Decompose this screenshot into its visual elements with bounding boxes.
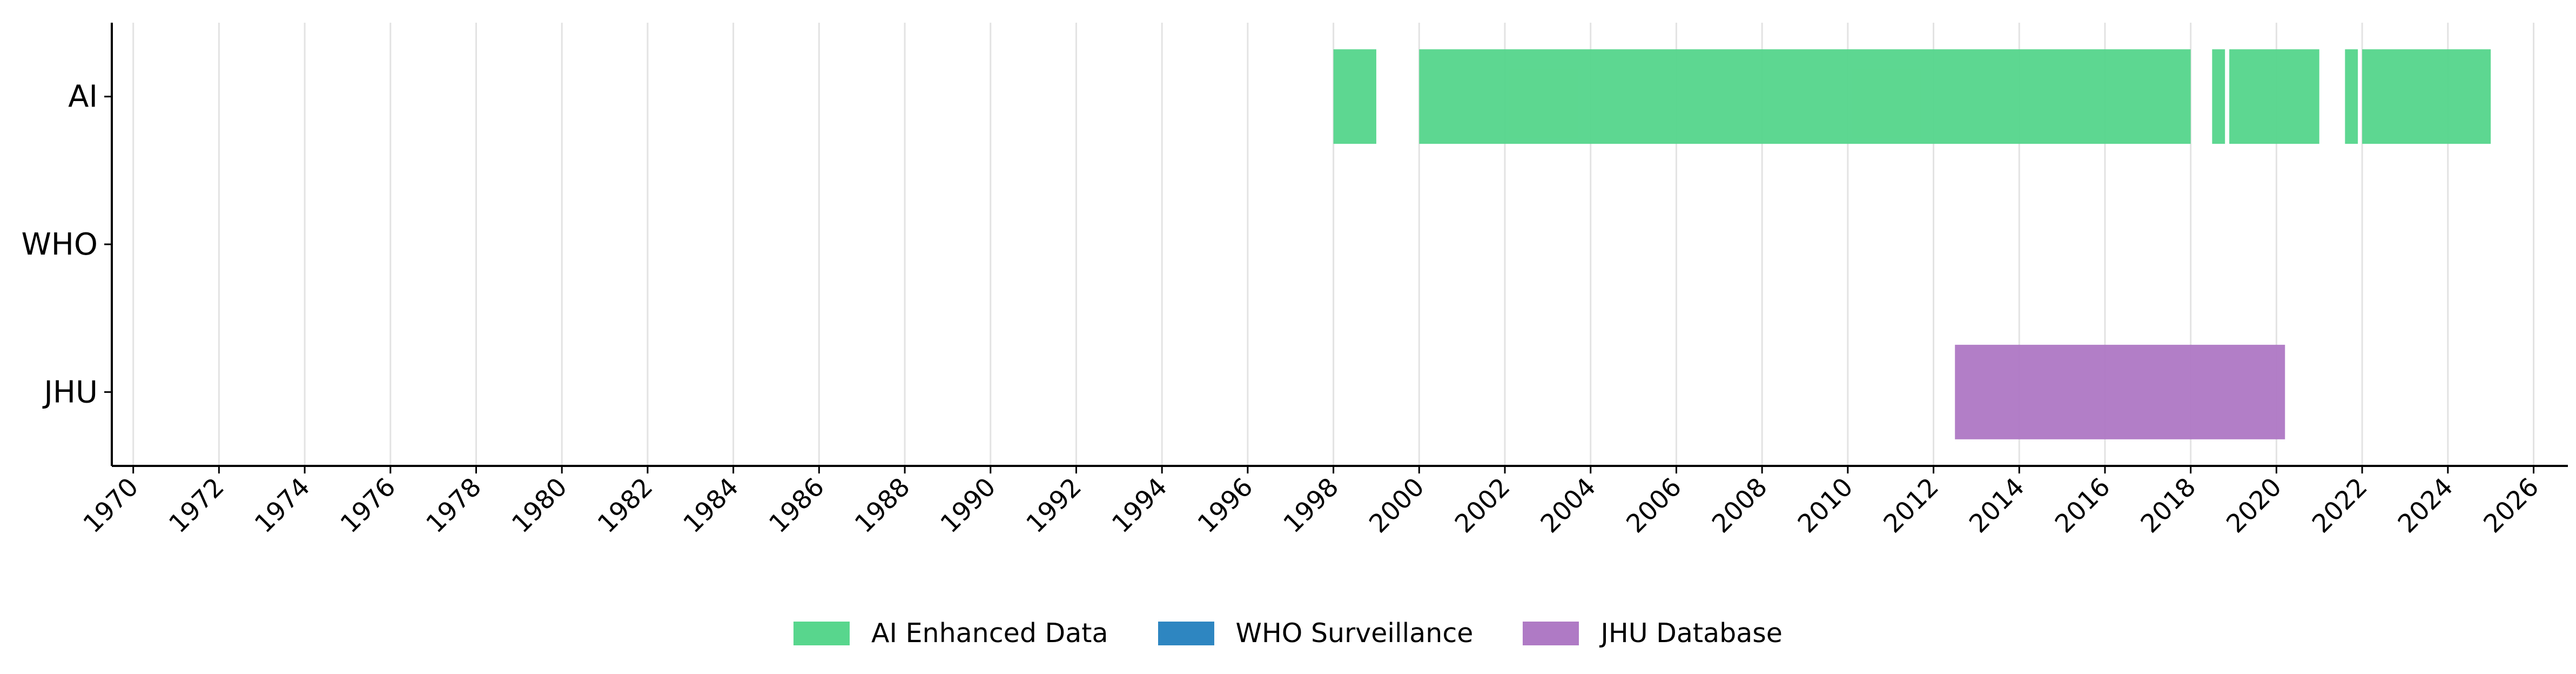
x-tick-label: 2022 [2306, 472, 2373, 539]
legend-swatch [793, 621, 850, 645]
legend-label: WHO Surveillance [1235, 618, 1474, 649]
timeline-bar-ai [2345, 49, 2358, 144]
x-tick-label: 2002 [1449, 472, 1516, 539]
x-tick-label: 2008 [1706, 472, 1773, 539]
x-tick-label: 1996 [1192, 472, 1259, 539]
x-tick-label: 1980 [506, 472, 573, 539]
legend-swatch [1158, 621, 1214, 645]
x-tick-label: 2006 [1620, 472, 1687, 539]
x-tick-label: 2020 [2221, 472, 2287, 539]
y-tick-label: JHU [42, 375, 98, 410]
x-tick-label: 1982 [592, 472, 658, 539]
timeline-bar-ai [2362, 49, 2491, 144]
tick-layer: 1970 1972 1974 1976 1978 1980 1982 1984 1986 1988… [21, 79, 2545, 539]
x-tick-label: 2012 [1878, 472, 1945, 539]
x-tick-label: 2026 [2478, 472, 2545, 539]
timeline-bar-ai [1333, 49, 1376, 144]
legend-label: AI Enhanced Data [871, 618, 1108, 649]
x-tick-label: 2014 [1963, 472, 2030, 539]
timeline-bar-ai [2229, 49, 2319, 144]
x-tick-label: 1986 [763, 472, 830, 539]
x-tick-label: 2018 [2135, 472, 2202, 539]
x-tick-label: 2000 [1363, 472, 1430, 539]
timeline-bar-jhu [1955, 344, 2285, 439]
y-tick-label: AI [68, 79, 98, 115]
x-tick-label: 2004 [1535, 472, 1602, 539]
x-tick-label: 1988 [849, 472, 916, 539]
legend-label: JHU Database [1600, 618, 1783, 649]
x-tick-label: 2024 [2392, 472, 2459, 539]
x-tick-label: 1992 [1020, 472, 1087, 539]
x-tick-label: 1974 [249, 472, 315, 539]
x-tick-label: 1994 [1106, 472, 1173, 539]
x-tick-label: 1970 [78, 472, 144, 539]
x-tick-label: 2010 [1792, 472, 1859, 539]
legend-item: JHU Database [1523, 618, 1783, 649]
x-tick-label: 1978 [421, 472, 487, 539]
x-tick-label: 2016 [2049, 472, 2116, 539]
x-tick-label: 1984 [678, 472, 744, 539]
axis-layer [104, 23, 2568, 473]
timeline-bar-ai [2212, 49, 2225, 144]
y-tick-label: WHO [21, 227, 98, 262]
legend-item: AI Enhanced Data [793, 618, 1108, 649]
legend-item: WHO Surveillance [1158, 618, 1474, 649]
timeline-bar-ai [1419, 49, 2191, 144]
x-tick-label: 1998 [1278, 472, 1344, 539]
x-tick-label: 1972 [163, 472, 230, 539]
legend-swatch [1523, 621, 1579, 645]
x-tick-label: 1990 [935, 472, 1001, 539]
bar-layer [1333, 49, 2491, 439]
legend: AI Enhanced Data WHO Surveillance JHU Data… [0, 618, 2576, 649]
x-tick-label: 1976 [335, 472, 401, 539]
